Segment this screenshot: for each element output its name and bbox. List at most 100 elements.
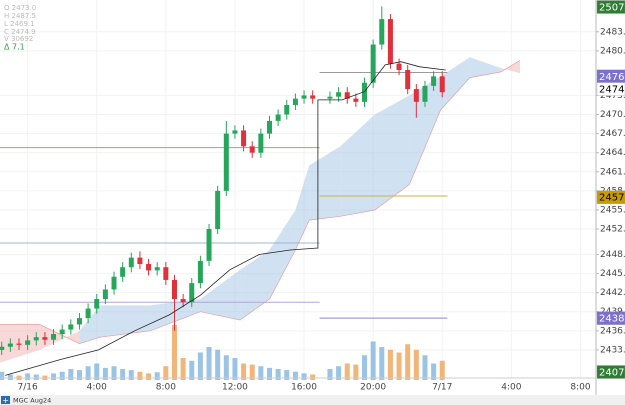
cloud-segment bbox=[200, 269, 241, 321]
candle-body bbox=[310, 95, 316, 99]
volume-bar bbox=[266, 367, 272, 380]
volume-bar bbox=[0, 371, 5, 380]
candle-body bbox=[76, 318, 82, 325]
volume-bar bbox=[405, 344, 411, 380]
candle-body bbox=[0, 346, 5, 350]
cloud-segment bbox=[409, 76, 441, 185]
volume-bar bbox=[163, 366, 169, 380]
candle-body bbox=[241, 130, 247, 147]
price-marker-label: 2407. bbox=[599, 368, 625, 379]
y-tick-label: 2448. bbox=[600, 250, 625, 260]
volume-bar bbox=[7, 374, 13, 380]
price-marker bbox=[596, 190, 625, 204]
volume-bar bbox=[25, 373, 31, 380]
candle-body bbox=[33, 337, 39, 341]
volume-bar bbox=[146, 373, 152, 380]
x-tick-label: 7/17 bbox=[432, 383, 452, 393]
y-tick-label: 2473. bbox=[600, 91, 625, 101]
candle-body bbox=[405, 69, 411, 90]
volume-bar bbox=[215, 349, 221, 380]
y-tick-label: 2436. bbox=[600, 326, 625, 336]
y-tick-label: 2433. bbox=[600, 345, 625, 355]
cloud-segment bbox=[39, 324, 80, 350]
legend-high: H 2487.5 bbox=[4, 12, 36, 20]
symbol-label[interactable]: MGC Aug24 bbox=[13, 397, 51, 405]
candle-body bbox=[362, 82, 368, 102]
candle-body bbox=[258, 133, 264, 153]
volume-bar bbox=[128, 370, 134, 380]
candle-body bbox=[379, 19, 385, 45]
x-tick-label: 4:00 bbox=[501, 383, 521, 393]
volume-bar bbox=[85, 366, 91, 380]
y-tick-label: 2483. bbox=[600, 27, 625, 37]
candle-body bbox=[25, 340, 31, 345]
candle-body bbox=[327, 96, 333, 99]
volume-bar bbox=[154, 372, 160, 380]
candle-body bbox=[102, 289, 108, 300]
candle-body bbox=[292, 98, 298, 105]
vwap-line bbox=[5, 61, 446, 376]
candle-body bbox=[370, 44, 376, 83]
volume-bar bbox=[413, 349, 419, 380]
candle-body bbox=[171, 279, 177, 300]
cloud-segment bbox=[469, 57, 501, 78]
volume-bar bbox=[33, 374, 39, 380]
price-marker-label: 2438. bbox=[599, 314, 625, 325]
price-marker-label: 2507. bbox=[599, 3, 625, 14]
candle-body bbox=[189, 283, 195, 303]
candle-body bbox=[137, 257, 143, 265]
cloud-segment bbox=[150, 299, 201, 331]
volume-bar bbox=[51, 373, 57, 380]
cloud-segment bbox=[79, 305, 101, 344]
volume-bar bbox=[180, 358, 186, 380]
candle-body bbox=[344, 92, 350, 99]
volume-bar bbox=[241, 363, 247, 380]
price-marker bbox=[596, 0, 625, 14]
volume-bar bbox=[249, 364, 255, 380]
y-tick-label: 2452. bbox=[600, 225, 625, 235]
candle-body bbox=[7, 343, 13, 347]
price-marker-label: 2457 bbox=[599, 193, 624, 204]
candle-body bbox=[215, 190, 221, 230]
add-icon[interactable] bbox=[1, 396, 10, 404]
candle-body bbox=[275, 114, 281, 121]
volume-bar bbox=[439, 360, 445, 380]
candle-body bbox=[59, 329, 65, 335]
candle-body bbox=[301, 95, 307, 99]
candle-body bbox=[120, 267, 126, 277]
volume-bar bbox=[396, 352, 402, 380]
volume-bar bbox=[344, 363, 350, 380]
volume-bar bbox=[258, 366, 264, 380]
volume-bar bbox=[232, 358, 238, 380]
candle-body bbox=[94, 299, 100, 309]
add-icon-glyph: + bbox=[2, 396, 9, 405]
volume-bar bbox=[275, 369, 281, 380]
volume-bar bbox=[362, 355, 368, 380]
cloud-segment bbox=[295, 165, 310, 251]
candle-body bbox=[336, 92, 342, 97]
legend-volume: V 30692 bbox=[4, 35, 33, 43]
candle-body bbox=[154, 267, 160, 271]
volume-bar bbox=[327, 369, 333, 380]
y-tick-label: 2464. bbox=[600, 148, 625, 158]
candle-body bbox=[128, 257, 134, 268]
candle-body bbox=[422, 85, 428, 102]
candle-body bbox=[387, 19, 393, 64]
candle-body bbox=[223, 133, 229, 191]
volume-bar bbox=[68, 369, 74, 380]
candle-body bbox=[266, 120, 272, 134]
candle-body bbox=[146, 264, 152, 271]
volume-bar bbox=[223, 355, 229, 380]
price-marker-label: 2476. bbox=[599, 72, 625, 83]
candle-body bbox=[163, 267, 169, 280]
candle-body bbox=[232, 130, 238, 134]
legend-low: L 2469.1 bbox=[4, 20, 35, 28]
candle-body bbox=[16, 343, 22, 345]
volume-bar bbox=[379, 347, 385, 380]
candle-body bbox=[249, 146, 255, 153]
price-marker bbox=[596, 82, 625, 96]
volume-bar bbox=[431, 363, 437, 380]
y-tick-label: 2470. bbox=[600, 110, 625, 120]
volume-bar bbox=[120, 369, 126, 380]
